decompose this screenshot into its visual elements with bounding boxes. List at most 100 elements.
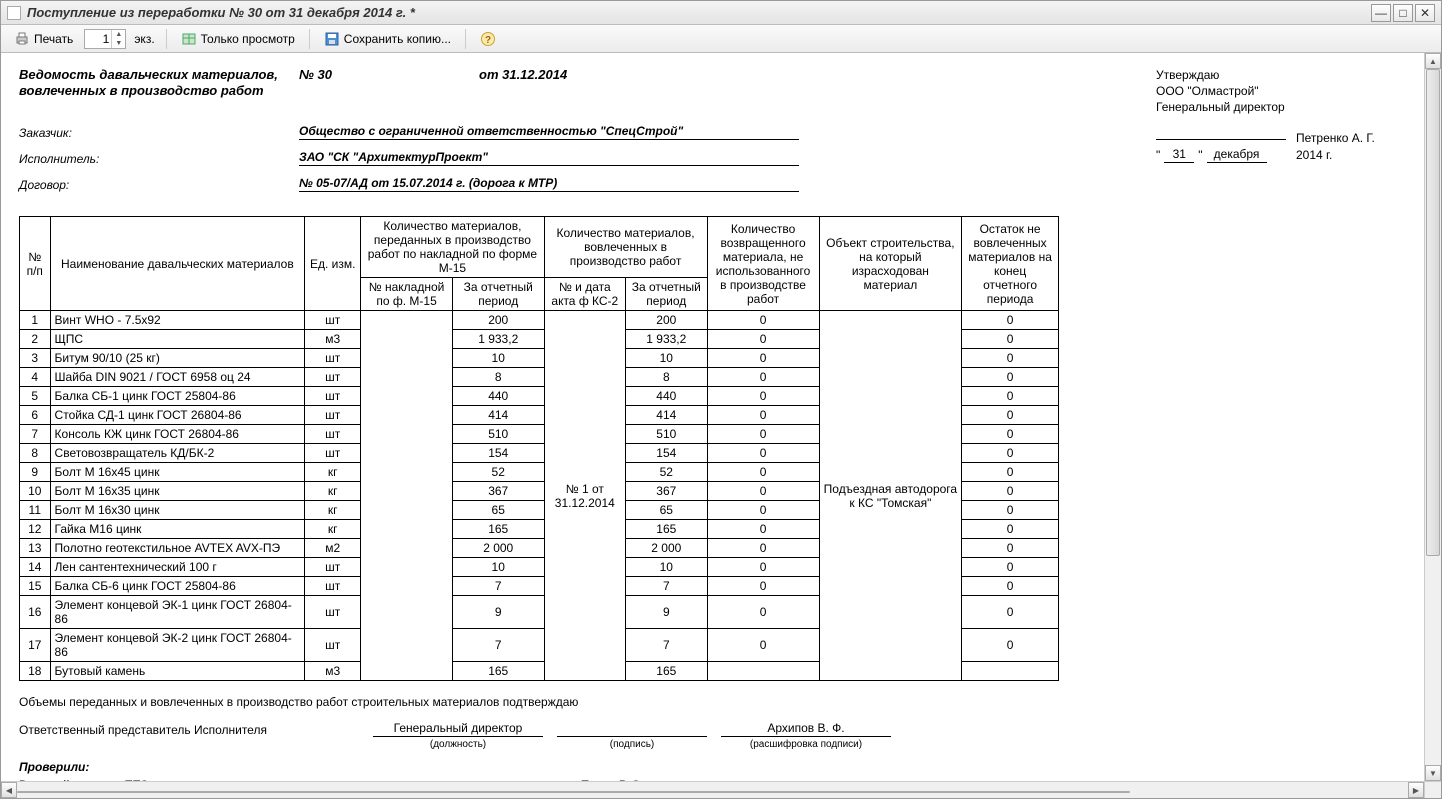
th-period2: За отчетный период [626, 278, 707, 311]
cell-unit: м3 [305, 330, 361, 349]
cell-name: Бутовый камень [50, 662, 305, 681]
cell-p1: 10 [452, 558, 544, 577]
spinner-up[interactable]: ▲ [112, 30, 125, 39]
copies-input[interactable] [85, 32, 111, 46]
cell-returned: 0 [707, 577, 819, 596]
cell-name: Битум 90/10 (25 кг) [50, 349, 305, 368]
cell-p1: 414 [452, 406, 544, 425]
executor-label: Исполнитель: [19, 152, 299, 166]
doc-title: Ведомость давальческих материалов, вовле… [19, 67, 299, 98]
responsible-label: Ответственный представитель Исполнителя [19, 723, 359, 737]
th-invoice: № накладной по ф. М-15 [361, 278, 453, 311]
cell-unit: м2 [305, 539, 361, 558]
vertical-scrollbar[interactable]: ▲ ▼ [1424, 53, 1441, 781]
app-window: Поступление из переработки № 30 от 31 де… [0, 0, 1442, 799]
cell-unit: шт [305, 596, 361, 629]
cell-unit: шт [305, 558, 361, 577]
cell-num: 16 [20, 596, 51, 629]
document: Ведомость давальческих материалов, вовле… [1, 53, 1424, 781]
horizontal-scrollbar[interactable]: ◀ ▶ [1, 781, 1424, 798]
scroll-up-button[interactable]: ▲ [1425, 53, 1441, 69]
view-only-label: Только просмотр [201, 32, 295, 46]
document-icon [7, 6, 21, 20]
cell-p1: 165 [452, 520, 544, 539]
cell-p2: 2 000 [626, 539, 707, 558]
cell-returned: 0 [707, 406, 819, 425]
cell-remainder: 0 [962, 406, 1059, 425]
cell-name: Световозвращатель КД/БК-2 [50, 444, 305, 463]
cell-unit: шт [305, 406, 361, 425]
name-caption: (расшифровка подписи) [721, 739, 891, 750]
cell-p2: 440 [626, 387, 707, 406]
cell-returned: 0 [707, 629, 819, 662]
cell-p2: 7 [626, 629, 707, 662]
cell-remainder: 0 [962, 520, 1059, 539]
spinner-down[interactable]: ▼ [112, 39, 125, 48]
close-button[interactable]: ✕ [1415, 4, 1435, 22]
view-only-button[interactable]: Только просмотр [174, 28, 302, 50]
cell-p2: 9 [626, 596, 707, 629]
cell-p2: 7 [626, 577, 707, 596]
cell-remainder: 0 [962, 629, 1059, 662]
cell-remainder: 0 [962, 368, 1059, 387]
cell-unit: шт [305, 387, 361, 406]
cell-p1: 510 [452, 425, 544, 444]
th-remainder: Остаток не вовлеченных материалов на кон… [962, 217, 1059, 311]
cell-returned: 0 [707, 349, 819, 368]
cell-unit: кг [305, 463, 361, 482]
th-involved: Количество материалов, вовлеченных в про… [544, 217, 707, 278]
scroll-left-button[interactable]: ◀ [1, 782, 17, 798]
toolbar-separator [465, 29, 466, 49]
th-act: № и дата акта ф КС-2 [544, 278, 625, 311]
cell-p2: 200 [626, 311, 707, 330]
help-button[interactable]: ? [473, 28, 503, 50]
cell-name: Балка СБ-6 цинк ГОСТ 25804-86 [50, 577, 305, 596]
cell-num: 5 [20, 387, 51, 406]
print-button[interactable]: Печать [7, 28, 80, 50]
approve-sign-line [1156, 118, 1286, 140]
cell-p2: 367 [626, 482, 707, 501]
signature-caption: (подпись) [557, 739, 707, 750]
materials-table: № п/п Наименование давальческих материал… [19, 216, 1059, 681]
th-object: Объект строительства, на который израсхо… [819, 217, 962, 311]
cell-unit: кг [305, 482, 361, 501]
document-viewport[interactable]: Ведомость давальческих материалов, вовле… [1, 53, 1424, 781]
table-row: 1Винт WHO - 7.5x92шт200№ 1 от 31.12.2014… [20, 311, 1059, 330]
cell-returned: 0 [707, 463, 819, 482]
position-caption: (должность) [373, 739, 543, 750]
th-returned: Количество возвращенного материала, не и… [707, 217, 819, 311]
cell-name: Болт М 16x45 цинк [50, 463, 305, 482]
minimize-button[interactable]: — [1371, 4, 1391, 22]
customer-value: Общество с ограниченной ответственностью… [299, 124, 799, 140]
th-period1: За отчетный период [452, 278, 544, 311]
cell-returned: 0 [707, 368, 819, 387]
scroll-thumb-vertical[interactable] [1426, 69, 1440, 556]
scroll-thumb-horizontal[interactable] [17, 791, 1130, 793]
cell-p1: 65 [452, 501, 544, 520]
print-label: Печать [34, 32, 73, 46]
approve-year: 2014 г. [1296, 147, 1375, 163]
customer-label: Заказчик: [19, 126, 299, 140]
scroll-down-button[interactable]: ▼ [1425, 765, 1441, 781]
cell-p1: 9 [452, 596, 544, 629]
copies-spinner[interactable]: ▲ ▼ [84, 29, 126, 49]
cell-returned: 0 [707, 558, 819, 577]
scroll-right-button[interactable]: ▶ [1408, 782, 1424, 798]
contract-value: № 05-07/АД от 15.07.2014 г. (дорога к МТ… [299, 176, 799, 192]
cell-unit: м3 [305, 662, 361, 681]
executor-value: ЗАО "СК "АрхитектурПроект" [299, 150, 799, 166]
doc-number: № 30 [299, 67, 479, 98]
cell-p1: 1 933,2 [452, 330, 544, 349]
cell-unit: шт [305, 425, 361, 444]
toolbar-separator [166, 29, 167, 49]
cell-act-merged: № 1 от 31.12.2014 [544, 311, 625, 681]
cell-p1: 10 [452, 349, 544, 368]
save-copy-button[interactable]: Сохранить копию... [317, 28, 458, 50]
cell-unit: шт [305, 629, 361, 662]
cell-p2: 510 [626, 425, 707, 444]
cell-returned: 0 [707, 482, 819, 501]
maximize-button[interactable]: □ [1393, 4, 1413, 22]
cell-remainder: 0 [962, 330, 1059, 349]
cell-p2: 65 [626, 501, 707, 520]
cell-num: 3 [20, 349, 51, 368]
